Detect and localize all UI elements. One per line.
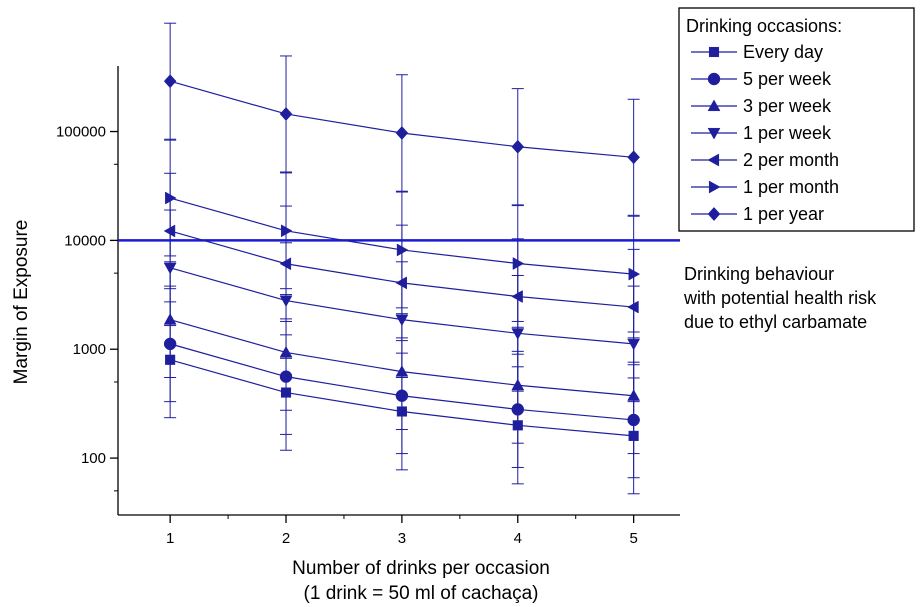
legend-label: 2 per month bbox=[743, 150, 839, 170]
data-point bbox=[511, 139, 525, 154]
series-group bbox=[163, 22, 641, 495]
legend-item: 2 per month bbox=[691, 150, 839, 170]
data-point bbox=[280, 224, 293, 238]
y-tick-label: 100000 bbox=[56, 124, 106, 141]
x-axis: 1 2 3 4 5 bbox=[118, 514, 680, 547]
data-point bbox=[395, 126, 409, 140]
y-axis-label: Margin of Exposure bbox=[11, 220, 32, 385]
legend-title: Drinking occasions: bbox=[686, 16, 842, 36]
threshold-group: Drinking behaviour with potential health … bbox=[118, 239, 877, 332]
data-point bbox=[628, 267, 641, 281]
legend-label: Every day bbox=[743, 42, 823, 62]
data-point bbox=[627, 300, 639, 314]
legend: Drinking occasions: Every day 5 per week 3 … bbox=[678, 7, 915, 232]
data-point bbox=[395, 276, 407, 290]
y-tick-label: 1000 bbox=[73, 341, 106, 358]
data-point bbox=[396, 243, 409, 257]
legend-label: 5 per week bbox=[743, 69, 832, 89]
x-axis-label: Number of drinks per occasion bbox=[292, 558, 550, 579]
legend-label: 1 per week bbox=[743, 123, 832, 143]
legend-marker bbox=[707, 72, 721, 86]
legend-marker bbox=[707, 207, 721, 221]
threshold-annotation-line: due to ethyl carbamate bbox=[684, 312, 867, 332]
threshold-annotation-line: Drinking behaviour bbox=[684, 264, 834, 284]
legend-item: 5 per week bbox=[691, 69, 832, 89]
data-point bbox=[512, 257, 525, 270]
legend-marker bbox=[707, 99, 721, 112]
data-point bbox=[279, 106, 293, 121]
x-tick-label: 5 bbox=[629, 530, 637, 547]
legend-marker bbox=[707, 127, 721, 140]
series-1-per-year bbox=[163, 22, 640, 216]
legend-label: 1 per year bbox=[743, 204, 824, 224]
legend-box bbox=[678, 7, 915, 232]
data-point bbox=[279, 257, 292, 271]
data-point bbox=[163, 74, 177, 89]
legend-label: 3 per week bbox=[743, 96, 832, 116]
data-point bbox=[511, 290, 523, 303]
legend-item: 1 per year bbox=[691, 204, 824, 224]
x-tick-label: 4 bbox=[514, 530, 522, 547]
legend-item: 1 per week bbox=[691, 123, 832, 143]
legend-marker bbox=[708, 46, 720, 58]
x-tick-label: 2 bbox=[282, 530, 290, 547]
y-tick-label: 10000 bbox=[64, 232, 106, 249]
threshold-annotation-line: with potential health risk bbox=[683, 288, 877, 308]
legend-item: 3 per week bbox=[691, 96, 832, 116]
legend-item: 1 per month bbox=[691, 177, 839, 197]
legend-marker bbox=[708, 180, 721, 194]
legend-label: 1 per month bbox=[743, 177, 839, 197]
legend-marker bbox=[707, 153, 720, 167]
data-point bbox=[163, 224, 176, 238]
y-axis: 100 1000 10000 100000 bbox=[56, 66, 119, 515]
data-point bbox=[627, 150, 640, 165]
x-axis-label-note: (1 drink = 50 ml of cachaça) bbox=[304, 583, 539, 604]
y-tick-label: 100 bbox=[81, 450, 106, 467]
legend-item: Every day bbox=[691, 42, 823, 62]
data-point bbox=[165, 191, 177, 205]
series-1-per-month bbox=[164, 139, 641, 333]
x-tick-label: 1 bbox=[166, 530, 174, 547]
x-tick-label: 3 bbox=[398, 530, 406, 547]
